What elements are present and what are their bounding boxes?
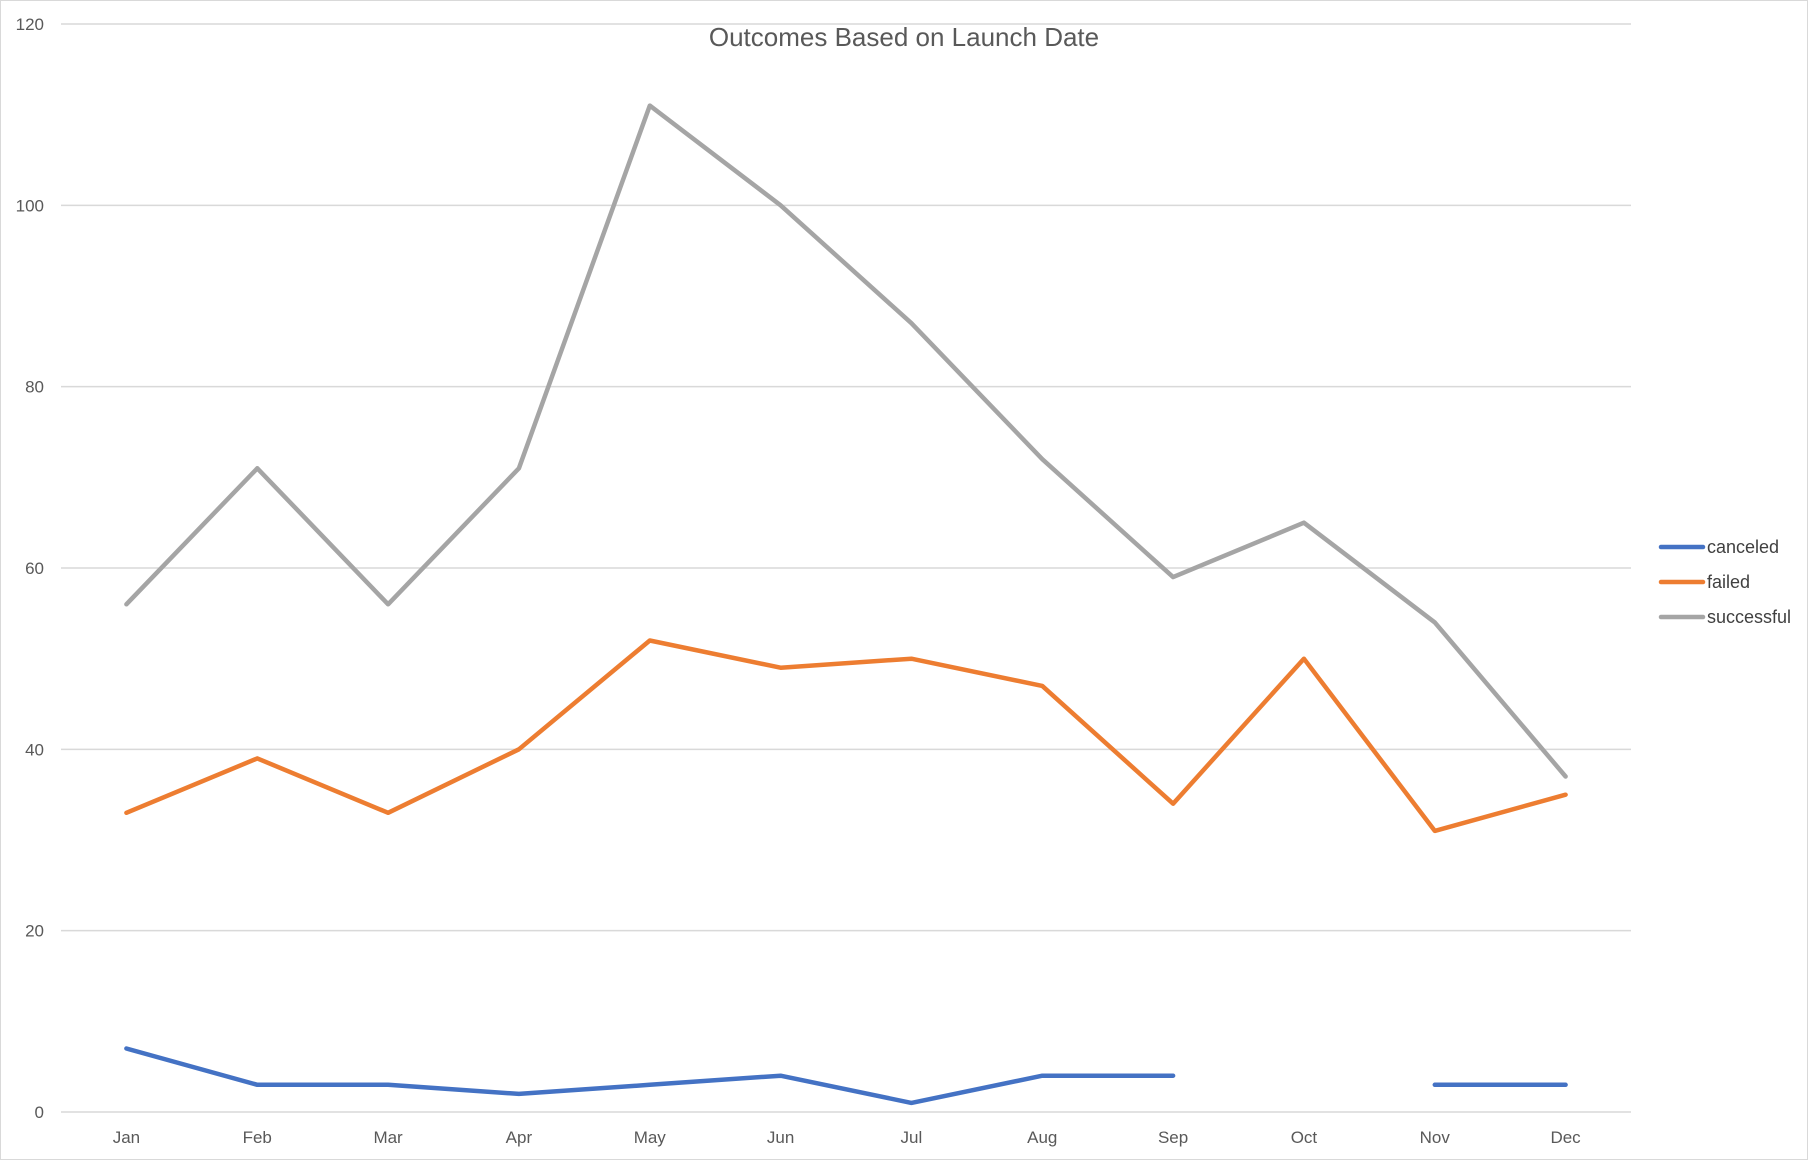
series-failed (124, 638, 1568, 834)
legend-item-successful: successful (1658, 607, 1791, 627)
x-tick-label: Feb (243, 1128, 272, 1147)
series-line-canceled (124, 1046, 1176, 1106)
y-axis-tick-labels: 0 20 40 60 80 100 120 (16, 15, 44, 1122)
y-tick-label: 20 (25, 922, 44, 941)
x-tick-label: Apr (506, 1128, 533, 1147)
x-tick-label: Nov (1420, 1128, 1451, 1147)
gridlines (61, 23, 1631, 1113)
y-tick-label: 120 (16, 15, 44, 34)
x-tick-label: May (634, 1128, 667, 1147)
legend-label: canceled (1707, 537, 1779, 557)
x-tick-label: Jun (767, 1128, 794, 1147)
y-tick-label: 100 (16, 196, 44, 215)
y-tick-label: 60 (25, 559, 44, 578)
x-tick-label: Aug (1027, 1128, 1057, 1147)
x-tick-label: Dec (1550, 1128, 1581, 1147)
y-tick-label: 80 (25, 378, 44, 397)
series-successful (124, 103, 1568, 779)
chart-title: Outcomes Based on Launch Date (709, 22, 1099, 52)
x-tick-label: Sep (1158, 1128, 1188, 1147)
y-tick-label: 0 (35, 1103, 44, 1122)
series-line-failed (124, 638, 1568, 834)
series-line-successful (124, 103, 1568, 779)
legend-item-failed: failed (1658, 572, 1750, 592)
series-lines (124, 103, 1568, 1106)
legend-item-canceled: canceled (1658, 537, 1779, 557)
x-axis-tick-labels: Jan Feb Mar Apr May Jun Jul Aug Sep Oct Nov Dec (113, 1128, 1581, 1147)
y-tick-label: 40 (25, 740, 44, 759)
x-tick-label: Jul (901, 1128, 923, 1147)
legend-label: successful (1707, 607, 1791, 627)
x-tick-label: Oct (1291, 1128, 1318, 1147)
series-canceled (124, 1046, 1568, 1106)
legend-label: failed (1707, 572, 1750, 592)
x-tick-label: Mar (373, 1128, 403, 1147)
x-tick-label: Jan (113, 1128, 140, 1147)
legend: canceled failed successful (1658, 537, 1791, 627)
